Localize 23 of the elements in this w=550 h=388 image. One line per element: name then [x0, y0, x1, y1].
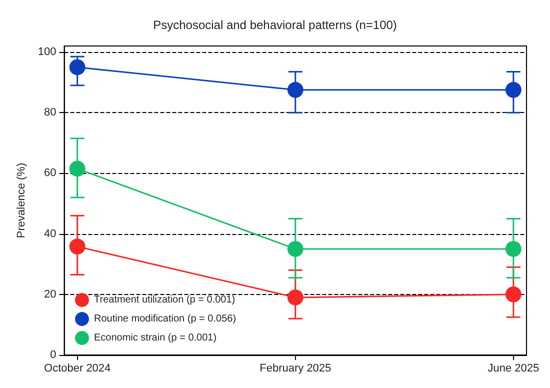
y-tick-label: 20 — [44, 288, 56, 300]
point — [287, 240, 304, 257]
point — [505, 286, 522, 302]
y-axis-title: Prevalence (%) — [16, 162, 28, 238]
y-tick-label: 0 — [50, 349, 56, 361]
legend-label: Routine modification (p = 0.056) — [94, 314, 236, 324]
y-tick-label: 60 — [44, 167, 56, 180]
x-tick-label: October 2024 — [44, 362, 111, 374]
point — [505, 240, 522, 257]
point — [69, 59, 86, 76]
chart-title: Psychosocial and behavioral patterns (n=100) — [153, 18, 397, 32]
x-tick-label: February 2025 — [260, 362, 332, 374]
point — [287, 289, 304, 306]
point — [287, 82, 304, 98]
y-tick-label: 100 — [38, 46, 56, 58]
point — [505, 82, 522, 98]
point — [69, 238, 86, 255]
point — [69, 160, 86, 177]
x-tick-label: June 2025 — [488, 362, 540, 374]
y-tick-label: 80 — [44, 106, 56, 119]
y-tick-label: 40 — [44, 228, 56, 240]
legend-label: Treatment utilization (p = 0.001) — [94, 294, 236, 306]
legend-label: Economic strain (p = 0.001) — [94, 332, 217, 344]
